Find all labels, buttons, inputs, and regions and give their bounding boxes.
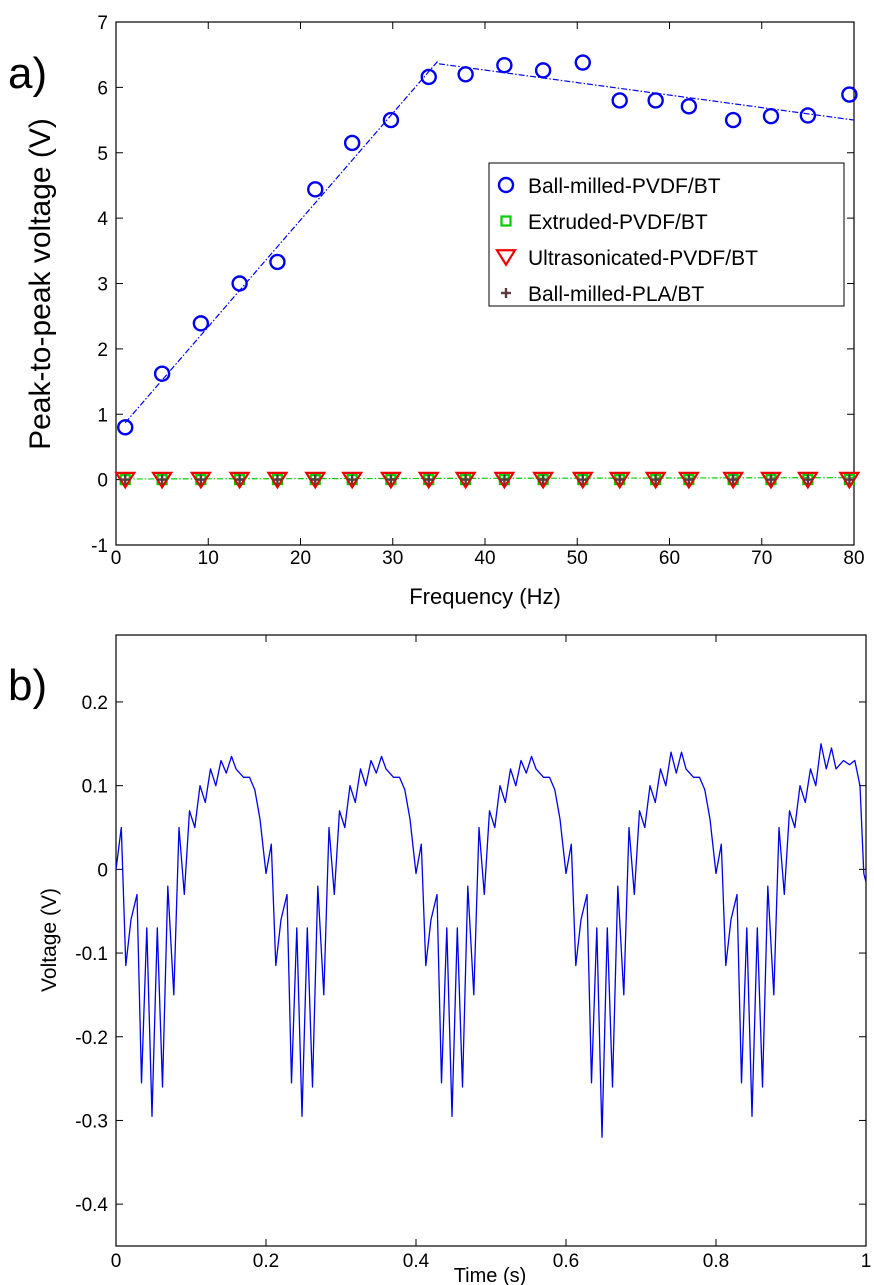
- data-point-plus: [272, 474, 283, 485]
- panel-a-ylabel: Peak-to-peak voltage (V): [24, 118, 57, 450]
- panel-a-ytick-label: 7: [97, 13, 108, 34]
- panel-a-xtick-label: 40: [474, 548, 495, 569]
- panel-b-ytick-label: 0.2: [82, 693, 108, 714]
- data-point-circle: [269, 253, 286, 271]
- data-point-plus: [195, 474, 206, 485]
- panel-a-ytick-label: 2: [97, 340, 108, 361]
- data-point-circle: [841, 86, 858, 103]
- panel-a-xtick-label: 30: [382, 548, 403, 569]
- data-point-plus: [157, 474, 168, 485]
- panel-a-ytick-label: 1: [97, 405, 108, 426]
- data-point-plus: [844, 474, 855, 485]
- panel-b-xtick-label: 0: [111, 1251, 122, 1272]
- panel-b-chart: b) 0 0.2 0.4 0.6 0.8 1 0.2 0.1 0 -0.1 -0.2 -0.3 -0.4…: [8, 634, 872, 1285]
- panel-a-legend: Ball-milled-PVDF/BT Extruded-PVDF/BT Ultra…: [488, 162, 845, 307]
- data-point-plus: [120, 474, 131, 485]
- panel-b-ytick-label: -0.2: [75, 1028, 108, 1049]
- data-point-circle: [799, 107, 817, 124]
- panel-b-axes-box: [115, 634, 867, 1247]
- legend-marker-triangle-down: [495, 249, 517, 267]
- data-point-circle: [762, 107, 780, 125]
- data-point-plus: [683, 474, 694, 485]
- data-point-plus: [460, 474, 471, 485]
- data-point-circle: [457, 66, 474, 83]
- panel-b-xtick-label: 1: [861, 1251, 872, 1272]
- panel-b-label: b): [8, 661, 47, 710]
- panel-b-ytick-label: -0.1: [75, 944, 108, 965]
- legend-label: Extruded-PVDF/BT: [528, 211, 708, 234]
- data-point-circle: [496, 56, 513, 74]
- data-point-circle: [153, 365, 171, 382]
- panel-a-xtick-label: 20: [290, 548, 311, 569]
- data-point-circle: [680, 98, 698, 115]
- data-point-plus: [499, 474, 510, 485]
- data-point-plus: [234, 474, 245, 485]
- panel-b-xtick-label: 0.2: [253, 1251, 279, 1272]
- legend-label: Ball-milled-PVDF/BT: [528, 175, 721, 198]
- data-point-circle: [574, 54, 591, 71]
- panel-b-ytick-label: -0.3: [75, 1111, 108, 1132]
- data-point-circle: [611, 92, 628, 109]
- legend-marker-plus: [501, 288, 511, 298]
- panel-a-ytick-label: 5: [97, 144, 108, 165]
- data-point-plus: [538, 474, 549, 485]
- data-point-circle: [534, 62, 552, 79]
- panel-a-xtick-label: 50: [567, 548, 588, 569]
- panel-a-xtick-label: 60: [659, 548, 680, 569]
- panel-a-xlabel: Frequency (Hz): [409, 584, 561, 609]
- legend-label: Ball-milled-PLA/BT: [528, 283, 704, 306]
- panel-b-ylabel: Voltage (V): [38, 888, 61, 992]
- panel-b-ytick-label: -0.4: [75, 1195, 108, 1216]
- panel-a-xtick-label: 0: [111, 548, 122, 569]
- data-point-circle: [117, 419, 134, 436]
- fit-line: [438, 63, 855, 121]
- data-point-plus: [423, 474, 434, 485]
- data-point-circle: [647, 92, 664, 109]
- data-point-plus: [577, 474, 588, 485]
- data-point-circle: [192, 315, 210, 332]
- panel-b-xtick-label: 0.4: [403, 1251, 430, 1272]
- panel-a-ytick-label: 4: [97, 209, 108, 230]
- legend-label: Ultrasonicated-PVDF/BT: [528, 247, 758, 270]
- data-point-plus: [765, 474, 776, 485]
- data-point-circle: [343, 134, 361, 152]
- data-point-circle: [420, 68, 437, 86]
- panel-b-xtick-label: 0.6: [553, 1251, 579, 1272]
- fit-line: [124, 59, 440, 424]
- panel-b-xlabel: Time (s): [454, 1265, 527, 1285]
- voltage-series-line: [115, 743, 867, 1138]
- panel-b-ytick-label: 0: [97, 860, 108, 881]
- panel-a-label: a): [8, 49, 47, 98]
- data-point-plus: [347, 474, 358, 485]
- panel-a-ytick-label: 0: [97, 471, 108, 492]
- data-point-plus: [385, 474, 396, 485]
- panel-b-xtick-label: 0.8: [703, 1251, 729, 1272]
- panel-a-xtick-label: 70: [751, 548, 772, 569]
- data-point-plus: [310, 474, 321, 485]
- panel-a-ytick-label: -1: [91, 536, 108, 557]
- panel-b-ytick-label: 0.1: [82, 777, 108, 798]
- panel-a-ytick-label: 3: [97, 275, 108, 296]
- data-point-plus: [728, 474, 739, 485]
- panel-a-xtick-label: 10: [198, 548, 219, 569]
- legend-marker-square: [500, 215, 512, 227]
- panel-a-xtick-label: 80: [843, 548, 864, 569]
- legend-marker-circle: [497, 176, 515, 194]
- data-point-plus: [650, 474, 661, 485]
- data-point-circle: [382, 111, 400, 129]
- data-point-circle: [307, 181, 324, 198]
- data-point-plus: [802, 474, 813, 485]
- data-point-circle: [231, 275, 248, 292]
- data-point-circle: [724, 111, 742, 129]
- panel-a-ytick-label: 6: [97, 78, 108, 99]
- legend-box: [488, 162, 845, 307]
- data-point-plus: [614, 474, 625, 485]
